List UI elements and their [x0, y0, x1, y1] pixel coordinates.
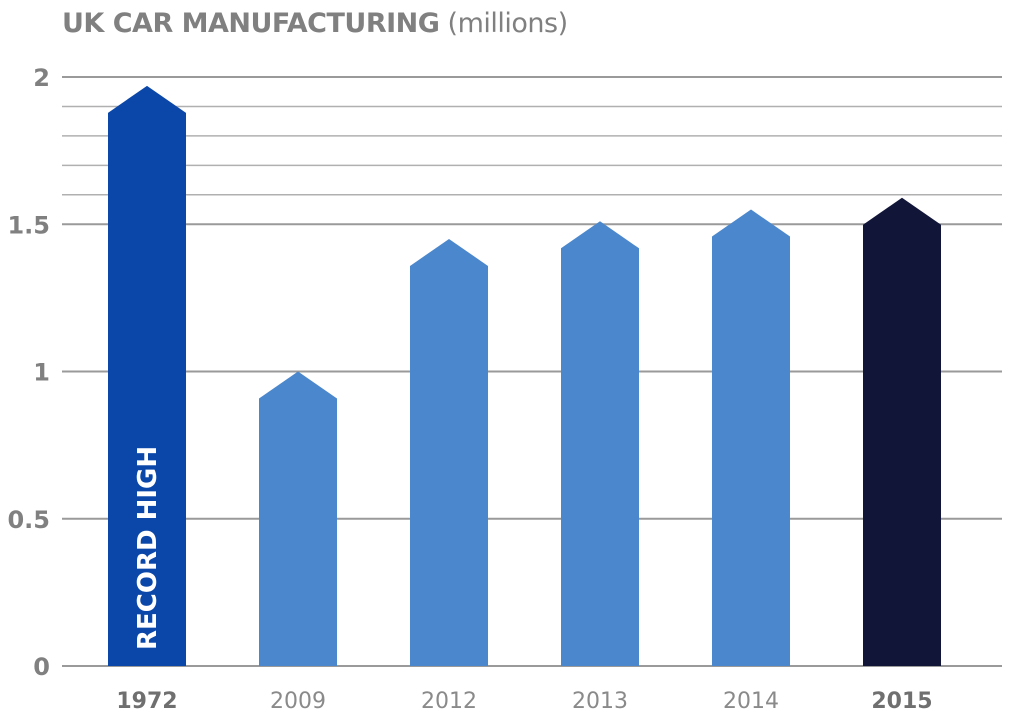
- y-tick-label: 0: [33, 653, 50, 681]
- x-tick-label: 2012: [421, 689, 477, 714]
- y-tick-label: 1.5: [7, 211, 50, 239]
- chart-subtitle: (millions): [447, 8, 569, 39]
- bar-2013: [561, 221, 639, 666]
- bar-2012: [410, 238, 488, 666]
- y-tick-label: 0.5: [7, 506, 50, 534]
- y-tick-label: 2: [33, 64, 50, 92]
- x-tick-label: 2009: [270, 689, 326, 714]
- y-tick-label: 1: [33, 359, 50, 387]
- x-tick-label: 2013: [572, 689, 628, 714]
- bar-2009: [259, 371, 337, 666]
- x-tick-label: 1972: [116, 689, 177, 714]
- bar-2014: [712, 209, 790, 666]
- chart-title: UK CAR MANUFACTURING (millions): [62, 8, 568, 39]
- bar-1972: [108, 85, 186, 666]
- bar-2015: [863, 197, 941, 666]
- record-high-annotation: RECORD HIGH: [133, 446, 163, 650]
- x-tick-label: 2015: [871, 689, 932, 714]
- chart-title-main: UK CAR MANUFACTURING: [62, 8, 440, 39]
- x-tick-label: 2014: [723, 689, 779, 714]
